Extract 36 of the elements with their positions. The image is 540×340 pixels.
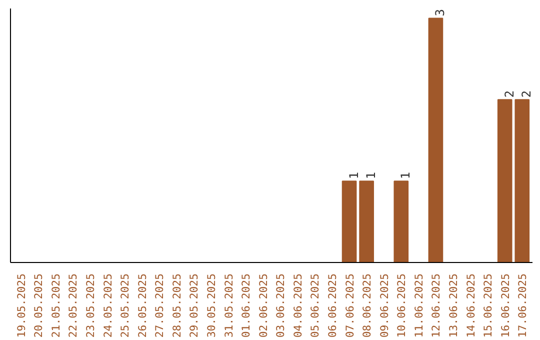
x-tick-label: 19.05.2025 (14, 274, 28, 338)
x-tick-label: 16.06.2025 (498, 274, 512, 338)
x-tick-label: 21.05.2025 (49, 274, 62, 338)
x-tick-label: 17.06.2025 (516, 274, 530, 338)
x-tick-label: 08.06.2025 (360, 274, 374, 338)
data-label: 1 (398, 172, 413, 180)
x-tick-label: 02.06.2025 (256, 274, 270, 338)
x-tick-label: 30.05.2025 (205, 274, 218, 338)
x-tick-label: 11.06.2025 (412, 274, 426, 338)
data-label: 1 (364, 172, 378, 180)
x-tick-label: 14.06.2025 (464, 274, 478, 338)
x-tick-label: 13.06.2025 (446, 274, 460, 338)
x-tick-label: 12.06.2025 (430, 274, 443, 338)
x-tick-label: 01.06.2025 (240, 274, 253, 338)
data-label: 2 (520, 90, 534, 98)
x-tick-label: 20.05.2025 (32, 274, 46, 338)
x-tick-label: 15.06.2025 (482, 274, 495, 338)
x-tick-label: 07.06.2025 (343, 274, 356, 338)
x-tick-label: 22.05.2025 (66, 274, 80, 338)
x-tick-label: 26.05.2025 (136, 274, 149, 338)
x-tick-label: 05.06.2025 (308, 274, 322, 338)
data-label: 1 (346, 172, 361, 180)
x-tick-label: 10.06.2025 (395, 274, 408, 338)
x-tick-label: 24.05.2025 (101, 274, 114, 338)
x-tick-label: 09.06.2025 (378, 274, 391, 338)
x-tick-label: 04.06.2025 (291, 274, 304, 338)
x-tick-label: 23.05.2025 (84, 274, 98, 338)
x-tick-label: 28.05.2025 (170, 274, 184, 338)
x-tick-label: 25.05.2025 (118, 274, 132, 338)
x-tick-label: 03.06.2025 (274, 274, 288, 338)
data-label: 3 (433, 9, 448, 16)
x-tick-label: 29.05.2025 (188, 274, 201, 338)
x-tick-label: 27.05.2025 (153, 274, 166, 338)
x-tick-label: 31.05.2025 (222, 274, 236, 338)
data-label: 2 (502, 90, 516, 98)
x-tick-label: 06.06.2025 (326, 274, 339, 338)
